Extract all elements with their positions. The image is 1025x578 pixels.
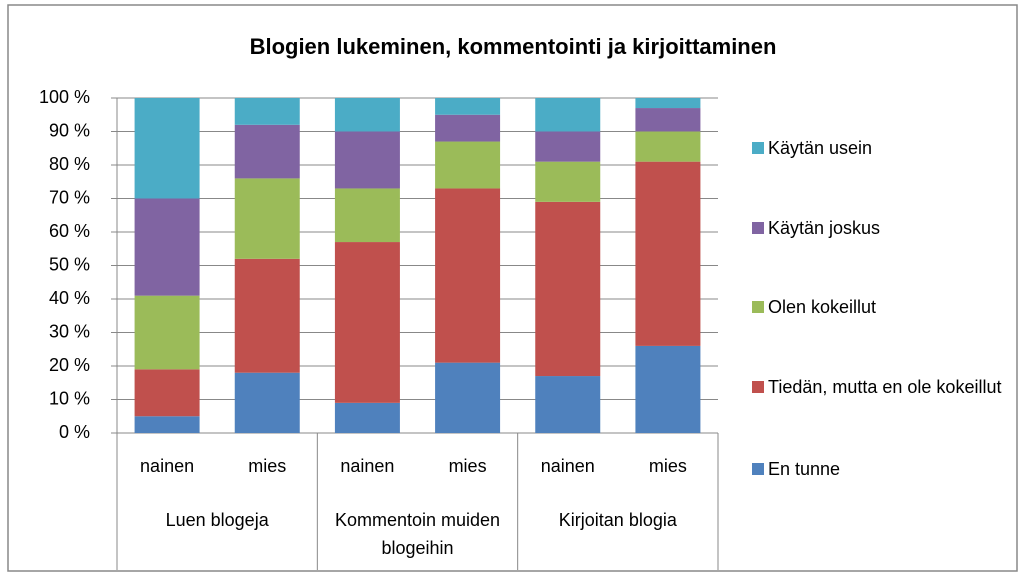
bar-segment <box>435 141 501 189</box>
bar-segment <box>535 376 601 433</box>
bar-segment <box>134 416 200 433</box>
legend-label: Tiedän, mutta en ole kokeillut <box>768 377 1002 397</box>
bar-segment <box>635 131 701 162</box>
y-tick-label: 20 % <box>49 355 90 375</box>
x-tick-label: nainen <box>541 456 595 476</box>
y-tick-label: 100 % <box>39 87 90 107</box>
bar-segment <box>234 98 300 125</box>
y-tick-label: 90 % <box>49 120 90 140</box>
bar-segment <box>435 98 501 115</box>
bar-segment <box>435 114 501 142</box>
legend-label: Olen kokeillut <box>768 297 877 317</box>
bar-segment <box>535 201 601 377</box>
bar-segment <box>635 345 701 433</box>
bar-segment <box>134 198 200 296</box>
bar-segment <box>334 98 400 132</box>
bar-segment <box>435 362 501 433</box>
bar-segment <box>435 188 501 363</box>
y-tick-label: 50 % <box>49 254 90 274</box>
bar-segment <box>134 98 200 199</box>
bar-segment <box>635 161 701 346</box>
y-tick-label: 40 % <box>49 288 90 308</box>
bar-segment <box>234 178 300 259</box>
legend-swatch <box>752 301 764 313</box>
legend-swatch <box>752 463 764 475</box>
bar-segment <box>234 124 300 179</box>
legend-swatch <box>752 222 764 234</box>
legend-label: En tunne <box>768 459 841 479</box>
legend-label: Käytän joskus <box>768 218 881 238</box>
bar-segment <box>535 131 601 162</box>
group-label: Kirjoitan blogia <box>558 510 677 530</box>
y-tick-label: 60 % <box>49 221 90 241</box>
bar-segment <box>334 188 400 243</box>
y-tick-label: 10 % <box>49 388 90 408</box>
bar-segment <box>134 295 200 370</box>
x-tick-label: mies <box>449 456 487 476</box>
x-tick-label: mies <box>248 456 286 476</box>
bar-segment <box>334 402 400 433</box>
legend-swatch <box>752 381 764 393</box>
y-tick-label: 70 % <box>49 187 90 207</box>
y-tick-label: 80 % <box>49 154 90 174</box>
bar-segment <box>234 372 300 433</box>
chart-title: Blogien lukeminen, kommentointi ja kirjo… <box>250 34 777 59</box>
x-tick-label: nainen <box>340 456 394 476</box>
bar-segment <box>334 131 400 189</box>
bar-segment <box>234 258 300 373</box>
group-label: Luen blogeja <box>165 510 269 530</box>
group-label: Kommentoin muiden blogeihin <box>334 510 501 558</box>
bar-segment <box>635 98 701 109</box>
y-tick-label: 30 % <box>49 321 90 341</box>
legend-label: Käytän usein <box>768 138 873 158</box>
bar-segment <box>535 98 601 132</box>
bar-segment <box>134 369 200 417</box>
x-tick-label: mies <box>649 456 687 476</box>
bar-segment <box>635 108 701 132</box>
bar-segment <box>334 242 400 403</box>
y-tick-label: 0 % <box>59 422 90 442</box>
x-tick-label: nainen <box>140 456 194 476</box>
bar-segment <box>535 161 601 202</box>
legend-swatch <box>752 142 764 154</box>
